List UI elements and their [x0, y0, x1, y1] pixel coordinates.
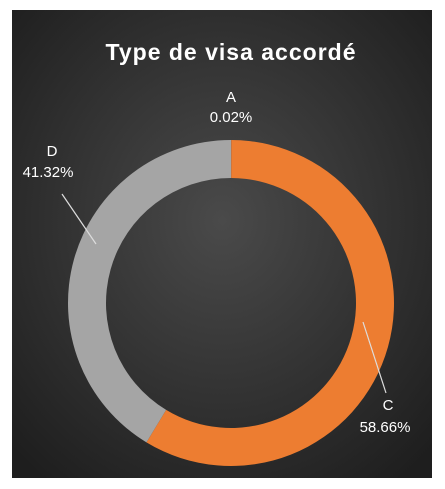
donut-slice	[146, 140, 395, 466]
leader-line	[362, 321, 387, 394]
chart-title: Type de visa accordé	[106, 39, 357, 65]
value-label: 58.66%	[360, 419, 411, 436]
value-label: 41.32%	[23, 164, 74, 181]
category-label: A	[226, 89, 236, 106]
value-label: 0.02%	[210, 109, 253, 126]
donut-slice	[68, 140, 232, 443]
category-label: D	[47, 143, 58, 160]
leader-line	[61, 193, 97, 245]
category-label: C	[383, 397, 394, 414]
